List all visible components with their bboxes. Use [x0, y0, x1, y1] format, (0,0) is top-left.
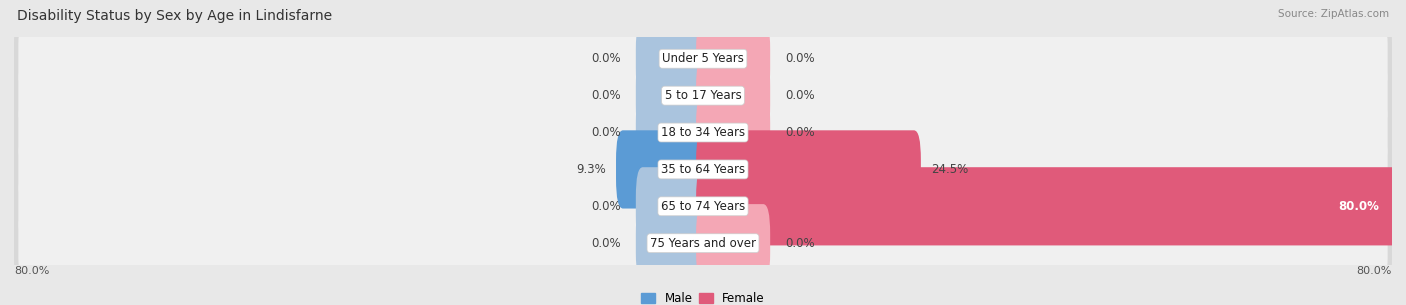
- FancyBboxPatch shape: [636, 56, 710, 135]
- FancyBboxPatch shape: [696, 20, 770, 98]
- FancyBboxPatch shape: [18, 143, 1388, 196]
- FancyBboxPatch shape: [18, 217, 1388, 270]
- FancyBboxPatch shape: [696, 56, 770, 135]
- Text: 5 to 17 Years: 5 to 17 Years: [665, 89, 741, 102]
- Text: 0.0%: 0.0%: [592, 200, 621, 213]
- Text: 0.0%: 0.0%: [785, 237, 814, 250]
- FancyBboxPatch shape: [18, 106, 1388, 159]
- Text: 0.0%: 0.0%: [785, 126, 814, 139]
- Text: 0.0%: 0.0%: [592, 89, 621, 102]
- Text: 24.5%: 24.5%: [931, 163, 969, 176]
- FancyBboxPatch shape: [18, 32, 1388, 85]
- FancyBboxPatch shape: [636, 167, 710, 246]
- Text: Under 5 Years: Under 5 Years: [662, 52, 744, 65]
- FancyBboxPatch shape: [636, 93, 710, 172]
- FancyBboxPatch shape: [636, 20, 710, 98]
- FancyBboxPatch shape: [636, 204, 710, 282]
- Text: 0.0%: 0.0%: [592, 52, 621, 65]
- Text: 75 Years and over: 75 Years and over: [650, 237, 756, 250]
- Legend: Male, Female: Male, Female: [637, 287, 769, 305]
- FancyBboxPatch shape: [14, 97, 1392, 168]
- FancyBboxPatch shape: [696, 204, 770, 282]
- FancyBboxPatch shape: [14, 60, 1392, 131]
- FancyBboxPatch shape: [18, 180, 1388, 233]
- FancyBboxPatch shape: [616, 130, 710, 209]
- FancyBboxPatch shape: [18, 69, 1388, 122]
- Text: 80.0%: 80.0%: [14, 266, 49, 276]
- Text: Source: ZipAtlas.com: Source: ZipAtlas.com: [1278, 9, 1389, 19]
- Text: 0.0%: 0.0%: [785, 52, 814, 65]
- FancyBboxPatch shape: [696, 167, 1399, 246]
- Text: Disability Status by Sex by Age in Lindisfarne: Disability Status by Sex by Age in Lindi…: [17, 9, 332, 23]
- Text: 80.0%: 80.0%: [1339, 200, 1379, 213]
- Text: 0.0%: 0.0%: [592, 126, 621, 139]
- Text: 65 to 74 Years: 65 to 74 Years: [661, 200, 745, 213]
- Text: 80.0%: 80.0%: [1357, 266, 1392, 276]
- Text: 0.0%: 0.0%: [592, 237, 621, 250]
- Text: 18 to 34 Years: 18 to 34 Years: [661, 126, 745, 139]
- FancyBboxPatch shape: [14, 171, 1392, 242]
- FancyBboxPatch shape: [696, 93, 770, 172]
- FancyBboxPatch shape: [14, 134, 1392, 205]
- FancyBboxPatch shape: [14, 23, 1392, 94]
- Text: 9.3%: 9.3%: [576, 163, 606, 176]
- Text: 0.0%: 0.0%: [785, 89, 814, 102]
- FancyBboxPatch shape: [14, 208, 1392, 279]
- Text: 35 to 64 Years: 35 to 64 Years: [661, 163, 745, 176]
- FancyBboxPatch shape: [696, 130, 921, 209]
